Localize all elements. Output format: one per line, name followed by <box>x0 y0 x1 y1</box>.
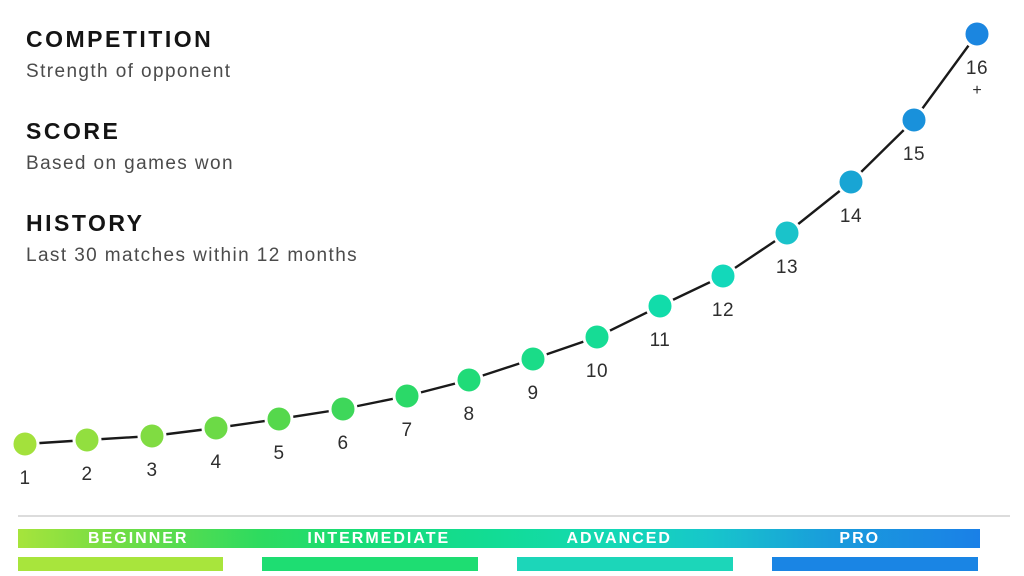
history-title: HISTORY <box>26 210 145 236</box>
data-point-4 <box>201 413 231 443</box>
data-point-16 <box>962 19 992 49</box>
point-label-16: 16 <box>966 58 988 79</box>
data-point-14 <box>836 167 866 197</box>
competition-subtitle: Strength of opponent <box>26 61 232 83</box>
info-panel-history: HISTORY Last 30 matches within 12 months <box>26 210 359 267</box>
tier-underline-pro <box>772 557 978 571</box>
data-point-5 <box>264 404 294 434</box>
point-label-2: 2 <box>81 464 92 485</box>
point-label-14: 14 <box>840 206 862 227</box>
info-panel-competition: COMPETITION Strength of opponent <box>26 26 232 83</box>
data-point-7 <box>392 381 422 411</box>
tier-label-beginner: BEGINNER <box>88 529 189 547</box>
info-panel-score: SCORE Based on games won <box>26 118 234 175</box>
competition-title: COMPETITION <box>26 26 214 52</box>
data-point-12 <box>708 261 738 291</box>
data-point-6 <box>328 394 358 424</box>
data-point-10 <box>582 322 612 352</box>
separator-line <box>18 515 1010 517</box>
score-title: SCORE <box>26 118 121 144</box>
point-label-1: 1 <box>19 468 30 489</box>
progression-line <box>24 33 978 446</box>
data-point-11 <box>645 291 675 321</box>
tier-label-pro: PRO <box>839 529 881 547</box>
tier-label-advanced: ADVANCED <box>566 529 672 547</box>
point-label-9: 9 <box>527 383 538 404</box>
data-point-8 <box>454 365 484 395</box>
data-point-15 <box>899 105 929 135</box>
data-point-9 <box>518 344 548 374</box>
point-label-7: 7 <box>401 420 412 441</box>
point-label-11: 11 <box>650 330 671 351</box>
point-label-10: 10 <box>586 361 608 382</box>
point-label-13: 13 <box>776 257 798 278</box>
data-point-3 <box>137 421 167 451</box>
point-sublabel-16: + <box>972 82 981 99</box>
score-subtitle: Based on games won <box>26 153 234 175</box>
point-label-15: 15 <box>903 144 925 165</box>
history-subtitle: Last 30 matches within 12 months <box>26 245 359 267</box>
point-label-4: 4 <box>210 452 221 473</box>
data-point-1 <box>10 429 40 459</box>
data-point-2 <box>72 425 102 455</box>
point-label-3: 3 <box>146 460 157 481</box>
point-label-12: 12 <box>712 300 734 321</box>
tier-gradient-bar: BEGINNER INTERMEDIATE ADVANCED PRO <box>18 529 980 548</box>
point-label-8: 8 <box>463 404 474 425</box>
point-label-6: 6 <box>337 433 348 454</box>
tier-underline-intermediate <box>262 557 478 571</box>
point-label-5: 5 <box>273 443 284 464</box>
tier-label-intermediate: INTERMEDIATE <box>307 529 451 547</box>
data-point-13 <box>772 218 802 248</box>
tier-underline-beginner <box>18 557 223 571</box>
tier-underline-advanced <box>517 557 733 571</box>
